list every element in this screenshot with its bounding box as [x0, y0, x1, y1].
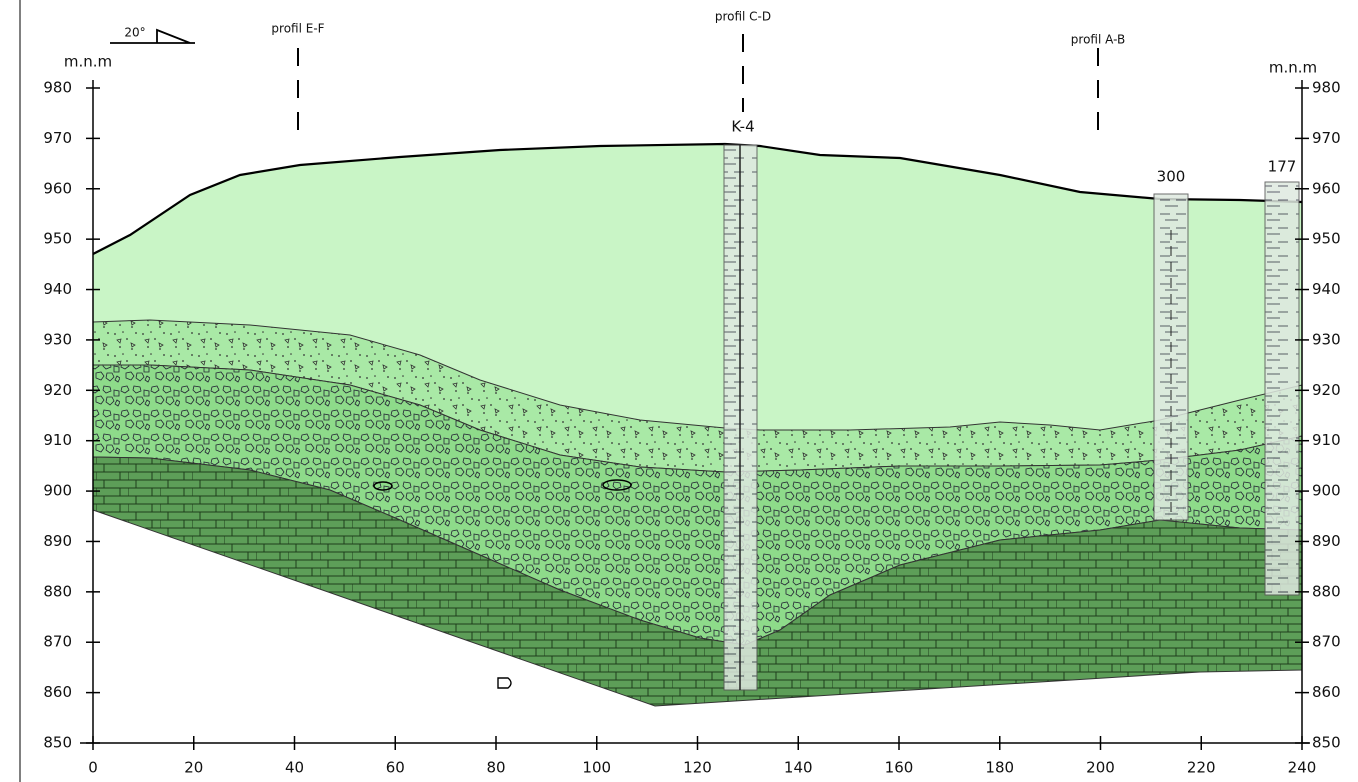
y-tick-label: 960: [1312, 179, 1341, 197]
layers: [92, 142, 1303, 707]
boreholes: [723, 144, 1300, 691]
y-tick-label: 890: [43, 532, 72, 550]
y-tick-label: 860: [43, 683, 72, 701]
x-tick-label: 160: [885, 759, 914, 777]
y-tick-label: 980: [1312, 79, 1341, 97]
x-tick-label: 220: [1187, 759, 1216, 777]
profile-label: profil E-F: [271, 22, 324, 36]
y-tick-label: 980: [43, 79, 72, 97]
x-tick-label: 200: [1086, 759, 1115, 777]
lens: [497, 677, 512, 689]
angle-label: 20°: [124, 26, 145, 40]
y-tick-label: 890: [1312, 532, 1341, 550]
x-tick-label: 0: [88, 759, 98, 777]
y-tick-label: 930: [43, 330, 72, 348]
y-tick-label: 960: [43, 179, 72, 197]
axis-unit: m.n.m: [1269, 59, 1317, 77]
x-tick-label: 60: [386, 759, 405, 777]
terrain-surface: [92, 142, 1303, 255]
borehole-column: [1264, 181, 1300, 596]
y-tick-label: 880: [1312, 582, 1341, 600]
lens: [602, 479, 632, 491]
x-tick-label: 20: [184, 759, 203, 777]
profile-label: profil A-B: [1071, 33, 1125, 47]
borehole-label: K-4: [731, 118, 754, 136]
y-tick-label: 880: [43, 582, 72, 600]
angle-indicator: 20°: [110, 26, 195, 44]
clay-layer: [93, 144, 1302, 430]
y-tick-label: 930: [1312, 330, 1341, 348]
lens: [373, 481, 393, 491]
profile-markers: [297, 34, 1099, 132]
x-tick-label: 180: [985, 759, 1014, 777]
y-tick-label: 850: [43, 734, 72, 752]
limestone-layer: [92, 456, 1303, 707]
y-tick-label: 950: [1312, 230, 1341, 248]
y-tick-label: 920: [43, 381, 72, 399]
y-tick-label: 970: [43, 129, 72, 147]
borehole-label: 177: [1268, 158, 1297, 176]
y-tick-label: 870: [43, 633, 72, 651]
y-tick-label: 910: [1312, 431, 1341, 449]
x-tick-label: 40: [285, 759, 304, 777]
profile-label: profil C-D: [715, 10, 771, 24]
x-tick-label: 80: [486, 759, 505, 777]
y-tick-label: 970: [1312, 129, 1341, 147]
y-tick-label: 900: [43, 482, 72, 500]
y-tick-label: 910: [43, 431, 72, 449]
x-tick-label: 240: [1288, 759, 1317, 777]
x-tick-label: 100: [582, 759, 611, 777]
y-tick-label: 950: [43, 230, 72, 248]
y-tick-label: 870: [1312, 633, 1341, 651]
y-tick-label: 940: [43, 280, 72, 298]
x-tick-label: 120: [683, 759, 712, 777]
axis-unit: m.n.m: [64, 53, 112, 71]
y-tick-label: 920: [1312, 381, 1341, 399]
y-tick-label: 900: [1312, 482, 1341, 500]
borehole-label: 300: [1157, 168, 1186, 186]
y-tick-label: 850: [1312, 734, 1341, 752]
x-tick-label: 140: [784, 759, 813, 777]
y-tick-label: 940: [1312, 280, 1341, 298]
y-tick-label: 860: [1312, 683, 1341, 701]
